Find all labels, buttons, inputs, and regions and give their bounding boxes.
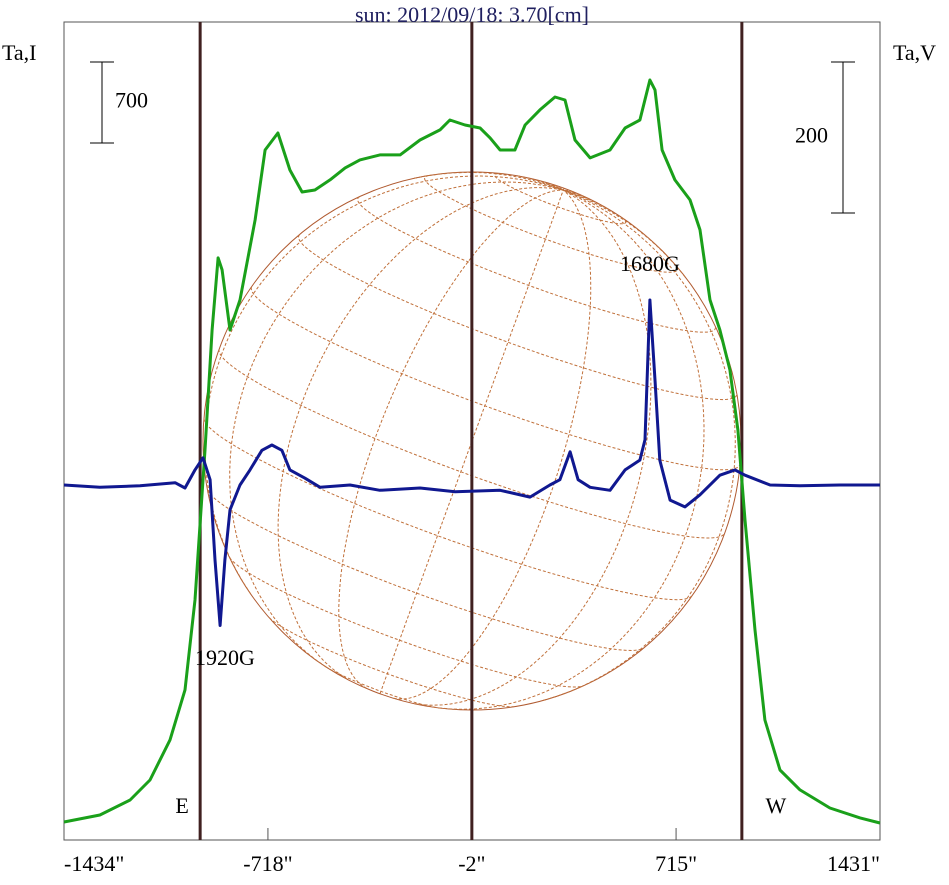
grid-curve — [543, 189, 736, 701]
grid-curve — [414, 189, 652, 706]
grid-curve — [338, 189, 564, 689]
annotation: 1920G — [195, 645, 255, 670]
grid-curve — [204, 175, 564, 595]
scale-bar-label: 700 — [115, 88, 148, 113]
grid-curve — [207, 489, 644, 652]
scale-bar-label: 200 — [795, 123, 828, 148]
y2-axis-label: Ta,V — [893, 40, 936, 65]
x-tick-label: -2" — [458, 851, 485, 876]
grid-curve — [379, 189, 564, 694]
grid-curve — [563, 189, 686, 278]
grid-curve — [563, 189, 609, 210]
series-line — [63, 298, 880, 627]
grid-curve — [393, 189, 592, 700]
grid-curve — [563, 189, 590, 200]
grid-curve — [414, 171, 564, 191]
grid-curve — [357, 196, 717, 333]
x-tick-label: 715" — [655, 851, 697, 876]
grid-curve — [229, 181, 564, 668]
grid-curve — [563, 189, 574, 193]
grid-curve — [203, 418, 692, 601]
grid-curve — [554, 184, 564, 191]
series-line — [63, 78, 881, 825]
grid-curve — [218, 348, 726, 539]
limb-label: W — [765, 793, 786, 818]
grid-curve — [438, 189, 705, 710]
grid-curve — [516, 175, 564, 191]
grid-curve — [269, 617, 514, 708]
x-tick-label: -1434" — [64, 851, 124, 876]
y-axis-label: Ta,I — [2, 40, 37, 65]
grid-curve — [250, 287, 741, 471]
annotation: 1680G — [620, 251, 680, 276]
grid-curve — [424, 175, 679, 273]
x-tick-label: -718" — [243, 851, 292, 876]
grid-curve — [277, 187, 564, 680]
limb-label: E — [175, 793, 188, 818]
solar-disk-grid — [202, 171, 742, 711]
x-tick-label: 1431" — [827, 851, 880, 876]
grid-curve — [297, 234, 738, 401]
grid-curve — [229, 557, 583, 688]
